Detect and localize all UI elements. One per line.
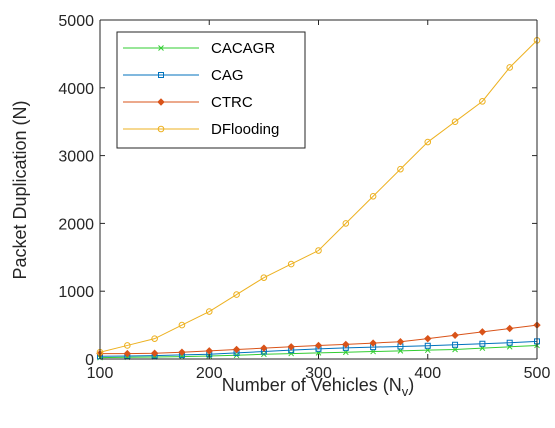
- x-axis-title: Number of Vehicles (Nv): [222, 375, 415, 399]
- y-tick-label: 1000: [58, 284, 94, 301]
- legend-marker-cacagr: [158, 45, 164, 51]
- x-tick-label: 500: [524, 365, 551, 382]
- point-dflooding: [342, 220, 350, 227]
- point-dflooding: [233, 291, 240, 298]
- legend-item-dflooding: DFlooding: [123, 121, 279, 138]
- point-ctrc: [287, 343, 295, 351]
- legend-item-cag: CAG: [123, 67, 244, 84]
- point-dflooding: [479, 98, 486, 105]
- series-ctrc: [96, 321, 541, 358]
- legend-label-cacagr: CACAGR: [211, 40, 275, 57]
- point-dflooding: [124, 342, 131, 349]
- point-cacagr: [288, 350, 295, 357]
- point-cag: [452, 341, 459, 348]
- x-axis-title-subscript: v: [402, 384, 409, 399]
- point-dflooding: [205, 308, 213, 315]
- point-ctrc: [232, 345, 241, 354]
- point-ctrc: [205, 347, 213, 355]
- legend-marker-dflooding: [157, 125, 165, 133]
- point-dflooding: [151, 335, 158, 342]
- point-ctrc: [150, 349, 159, 357]
- point-cacagr-stroke: [452, 346, 458, 353]
- point-ctrc: [424, 334, 432, 343]
- y-tick-label: 5000: [58, 13, 94, 30]
- x-tick-label: 100: [87, 365, 114, 382]
- point-ctrc: [369, 339, 377, 347]
- point-dflooding: [506, 64, 513, 71]
- point-ctrc: [342, 340, 350, 349]
- point-ctrc: [478, 328, 487, 336]
- legend: CACAGR CAG CTRC DFlooding: [116, 31, 306, 149]
- legend-marker-cag: [158, 72, 164, 78]
- point-cacagr: [452, 346, 458, 353]
- point-ctrc: [451, 331, 459, 339]
- x-tick-label: 300: [305, 365, 332, 382]
- point-ctrc: [123, 349, 132, 358]
- legend-item-ctrc: CTRC: [123, 94, 253, 111]
- y-axis-title: Packet Duplication (N): [10, 100, 30, 279]
- legend-label-cag: CAG: [211, 67, 244, 84]
- point-ctrc: [260, 344, 268, 352]
- series-line-dflooding: [99, 39, 538, 353]
- y-tick-label: 3000: [58, 149, 94, 166]
- point-dflooding: [178, 321, 186, 329]
- x-tick-label: 200: [196, 365, 223, 382]
- y-tick-label: 4000: [58, 81, 94, 98]
- legend-label-dflooding: DFlooding: [211, 121, 279, 138]
- point-cag: [479, 340, 486, 347]
- point-dflooding: [424, 138, 432, 146]
- point-cag: [506, 339, 513, 346]
- point-dflooding: [397, 165, 404, 173]
- legend-item-cacagr: CACAGR: [123, 40, 275, 57]
- point-dflooding: [260, 274, 268, 281]
- point-dflooding: [369, 192, 377, 200]
- y-tick-label: 0: [85, 352, 94, 369]
- legend-marker-cacagr-stroke: [158, 45, 164, 51]
- point-dflooding: [287, 260, 295, 268]
- point-cag: [424, 342, 431, 349]
- point-ctrc: [314, 341, 323, 350]
- point-dflooding: [315, 247, 322, 254]
- point-ctrc: [178, 348, 186, 356]
- x-axis-title-close: ): [408, 375, 414, 395]
- point-ctrc: [505, 324, 514, 333]
- y-tick-label: 2000: [58, 216, 94, 233]
- x-tick-label: 400: [414, 365, 441, 382]
- point-cacagr-stroke: [288, 350, 295, 357]
- point-ctrc: [396, 338, 405, 346]
- legend-label-ctrc: CTRC: [211, 94, 253, 111]
- legend-marker-ctrc: [157, 98, 165, 106]
- point-dflooding: [451, 118, 459, 125]
